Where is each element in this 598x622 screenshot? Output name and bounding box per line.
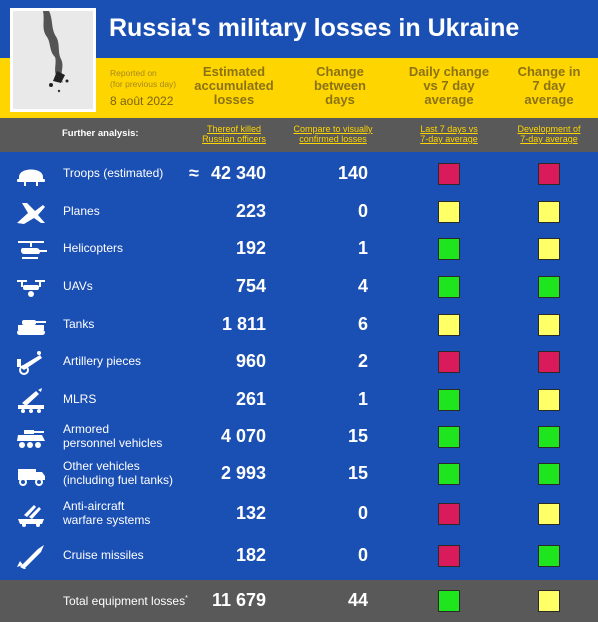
analysis-bar: [0, 118, 598, 152]
row-label: MLRS: [63, 392, 97, 406]
row-label: UAVs: [63, 279, 93, 293]
further-analysis-label: Further analysis:: [62, 128, 139, 139]
estimated-value: 42 340: [210, 163, 266, 183]
seven-day-indicator: [538, 238, 560, 260]
total-bar: [0, 580, 598, 622]
total-seven-day-indicator: [538, 590, 560, 612]
seven-day-indicator: [538, 545, 560, 567]
change-value: 15: [347, 463, 368, 483]
explosion-photo: [10, 8, 96, 112]
change-value: 2: [357, 351, 368, 371]
compare-link[interactable]: Compare to visually confirmed losses: [293, 124, 373, 144]
seven-day-indicator: [538, 276, 560, 298]
estimated-value: 261: [235, 389, 266, 409]
helmet-icon: [14, 161, 48, 187]
estimated-value: 960: [235, 351, 266, 371]
daily-change-indicator: [438, 314, 460, 336]
change-value: 4: [357, 276, 368, 296]
daily-change-indicator: [438, 201, 460, 223]
development-link[interactable]: Development of 7-day average: [517, 124, 581, 144]
row-label: Cruise missiles: [63, 548, 144, 562]
anti-aircraft-icon: [14, 501, 48, 527]
truck-icon: [14, 461, 48, 487]
estimated-value: 4 070: [220, 426, 266, 446]
column-header-estimated: Estimated accumulated losses: [194, 64, 274, 107]
seven-day-indicator: [538, 314, 560, 336]
apc-icon: [14, 424, 48, 450]
helicopter-icon: [14, 236, 48, 262]
column-header-change: Change between days: [313, 64, 366, 107]
column-header-seven-day: Change in 7 day average: [517, 64, 581, 107]
seven-day-indicator: [538, 389, 560, 411]
row-label: Helicopters: [63, 241, 124, 255]
row-label: Anti-aircraft warfare systems: [63, 499, 151, 527]
estimated-value: 223: [235, 201, 266, 221]
total-daily-indicator: [438, 590, 460, 612]
seven-day-indicator: [538, 503, 560, 525]
header-bar: [0, 0, 598, 58]
estimated-value: 754: [235, 276, 266, 296]
row-label: Other vehicles (including fuel tanks): [63, 459, 174, 487]
estimated-value: 192: [235, 238, 266, 258]
row-label: Troops (estimated): [63, 166, 164, 180]
last-7-days-link[interactable]: Last 7 days vs 7-day average: [420, 124, 478, 144]
change-value: 0: [357, 201, 368, 221]
change-value: 140: [337, 163, 368, 183]
column-header-daily: Daily change vs 7 day average: [408, 64, 490, 107]
change-value: 0: [357, 503, 368, 523]
total-estimated-value: 11 679: [211, 590, 266, 610]
change-value: 15: [347, 426, 368, 446]
tank-icon: [14, 312, 48, 338]
reported-note: Reported on (for previous day): [110, 68, 177, 89]
estimated-value: 182: [235, 545, 266, 565]
estimated-value: 2 993: [220, 463, 266, 483]
change-value: 1: [357, 238, 368, 258]
report-date: 8 août 2022: [110, 94, 174, 108]
change-value: 1: [357, 389, 368, 409]
seven-day-indicator: [538, 201, 560, 223]
daily-change-indicator: [438, 351, 460, 373]
rocket-launcher-icon: [14, 387, 48, 413]
daily-change-indicator: [438, 389, 460, 411]
drone-icon: [14, 274, 48, 300]
approx-sign: ≈: [189, 163, 199, 183]
seven-day-indicator: [538, 163, 560, 185]
daily-change-indicator: [438, 238, 460, 260]
row-label: Planes: [63, 204, 100, 218]
daily-change-indicator: [438, 276, 460, 298]
change-value: 6: [357, 314, 368, 334]
daily-change-indicator: [438, 545, 460, 567]
officers-link[interactable]: Thereof killed Russian officers: [202, 124, 266, 144]
plane-icon: [14, 199, 48, 225]
estimated-value: 1 811: [221, 314, 266, 334]
daily-change-indicator: [438, 503, 460, 525]
artillery-icon: [14, 349, 48, 375]
daily-change-indicator: [438, 163, 460, 185]
column-header-bar: [0, 58, 598, 118]
estimated-value: 132: [235, 503, 266, 523]
change-value: 0: [357, 545, 368, 565]
daily-change-indicator: [438, 426, 460, 448]
row-label: Tanks: [63, 317, 95, 331]
missile-icon: [14, 543, 48, 573]
seven-day-indicator: [538, 463, 560, 485]
seven-day-indicator: [538, 426, 560, 448]
row-label: Armored personnel vehicles: [63, 422, 163, 450]
daily-change-indicator: [438, 463, 460, 485]
seven-day-indicator: [538, 351, 560, 373]
total-change-value: 44: [347, 590, 368, 610]
total-label: Total equipment losses*: [63, 594, 188, 608]
row-label: Artillery pieces: [63, 354, 142, 368]
page-title: Russia's military losses in Ukraine: [109, 14, 520, 42]
